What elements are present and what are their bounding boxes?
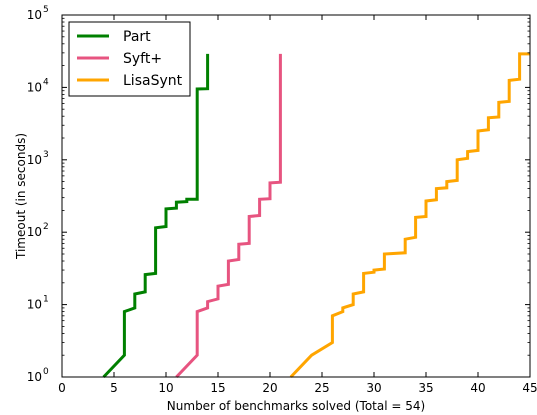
series-line-lisasynt xyxy=(289,52,530,379)
series-layer xyxy=(102,52,530,379)
y-tick-label: 10 xyxy=(27,298,42,312)
x-tick-label: 35 xyxy=(418,381,433,395)
x-tick-label: 5 xyxy=(110,381,118,395)
y-axis-label: Timeout (in seconds) xyxy=(14,133,28,260)
x-tick-label: 0 xyxy=(58,381,66,395)
y-tick-label: 10 xyxy=(27,8,42,22)
plot-frame xyxy=(61,14,531,378)
y-tick-label: 10 xyxy=(27,153,42,167)
legend-label: LisaSynt xyxy=(123,73,183,89)
y-tick-exponent: 2 xyxy=(43,222,49,232)
legend: Part Syft+ LisaSynt xyxy=(68,21,191,97)
x-tick-label: 10 xyxy=(158,381,173,395)
y-tick-label: 10 xyxy=(27,370,42,384)
x-tick-label: 15 xyxy=(210,381,225,395)
x-axis-label: Number of benchmarks solved (Total = 54) xyxy=(167,399,425,413)
y-tick-label: 10 xyxy=(27,80,42,94)
y-tick-exponent: 0 xyxy=(43,367,49,377)
x-tick-label: 45 xyxy=(522,381,537,395)
x-tick-label: 20 xyxy=(262,381,277,395)
y-tick-exponent: 3 xyxy=(43,150,49,160)
y-tick-exponent: 1 xyxy=(43,295,49,305)
series-line-syft- xyxy=(175,53,282,379)
y-tick-exponent: 5 xyxy=(43,5,49,15)
series-line-part xyxy=(102,53,210,379)
legend-label: Syft+ xyxy=(123,51,162,67)
x-tick-label: 40 xyxy=(470,381,485,395)
legend-label: Part xyxy=(123,29,151,45)
y-tick-exponent: 4 xyxy=(43,77,49,87)
x-tick-label: 30 xyxy=(366,381,381,395)
y-tick-label: 10 xyxy=(27,225,42,239)
x-tick-label: 25 xyxy=(314,381,329,395)
